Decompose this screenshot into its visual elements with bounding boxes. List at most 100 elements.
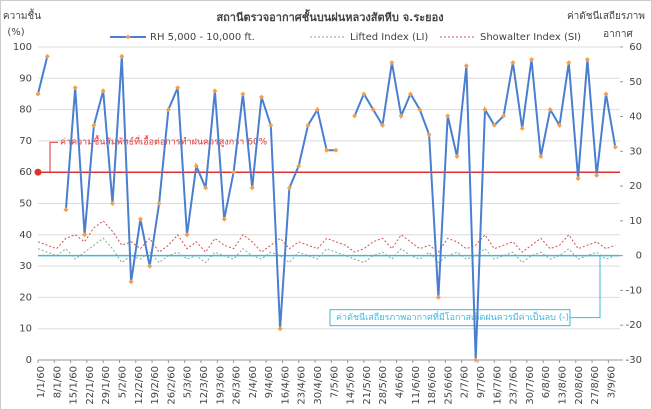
point-marker [333, 147, 339, 153]
point-marker [352, 113, 358, 119]
y-tick-label: 10 [19, 324, 32, 335]
point-marker [612, 144, 618, 150]
point-marker [445, 113, 451, 119]
point-marker [519, 125, 525, 131]
y2-tick-label: 30 [629, 146, 642, 157]
point-marker [100, 88, 106, 94]
point-marker [296, 163, 302, 169]
point-marker [454, 154, 460, 160]
point-marker [286, 185, 292, 191]
point-marker [417, 107, 423, 113]
point-marker [556, 122, 562, 128]
annotation: ค่าดัชนีเสถียรภาพอากาศที่มีโอกาสเกิดฝนคว… [336, 310, 569, 323]
y2-tick-label: -20 [626, 320, 642, 331]
point-marker [305, 122, 311, 128]
point-marker [603, 91, 609, 97]
x-tick-label: 1/1/60 [36, 366, 47, 398]
point-marker [156, 201, 162, 206]
point-marker [240, 91, 246, 97]
point-marker [538, 154, 544, 160]
point-marker [361, 91, 367, 97]
x-tick-label: 14/5/60 [346, 366, 357, 405]
point-marker [398, 113, 404, 119]
x-tick-label: 2/7/60 [460, 366, 471, 398]
legend-marker [125, 34, 131, 40]
point-marker [547, 107, 553, 113]
point-marker [491, 122, 497, 128]
x-tick-label: 21/5/60 [362, 366, 373, 405]
y2-axis-label: อากาศ [603, 29, 633, 40]
x-tick-label: 6/8/60 [541, 366, 552, 398]
point-marker [566, 60, 572, 66]
point-marker [147, 263, 153, 269]
x-tick-label: 15/1/60 [69, 366, 80, 405]
x-tick-label: 7/5/60 [329, 366, 340, 398]
x-tick-label: 13/8/60 [557, 366, 568, 405]
point-marker [212, 88, 218, 94]
annotation-connector [568, 255, 601, 319]
x-tick-label: 8/1/60 [52, 366, 63, 398]
legend-label: RH 5,000 - 10,000 ft. [150, 32, 255, 43]
series-line [37, 220, 616, 254]
y2-tick-label: 0 [636, 251, 642, 262]
x-tick-label: 9/7/60 [476, 366, 487, 398]
point-marker [426, 132, 432, 138]
y-tick-label: 90 [19, 73, 32, 84]
annotation-connector [49, 141, 58, 173]
legend-label: Lifted Index (LI) [350, 32, 428, 43]
x-tick-label: 9/4/60 [264, 366, 275, 398]
point-marker [165, 107, 171, 113]
point-marker [63, 207, 69, 213]
point-marker [193, 163, 199, 169]
x-tick-label: 23/4/60 [297, 366, 308, 405]
x-tick-label: 18/6/60 [427, 366, 438, 405]
x-tick-label: 12/2/60 [134, 366, 145, 405]
y2-axis-label: ค่าดัชนีเสถียรภาพ [567, 10, 645, 22]
point-marker [249, 185, 255, 191]
point-marker [184, 232, 190, 238]
y2-tick-label: 40 [629, 112, 642, 123]
point-marker [380, 122, 386, 128]
x-tick-label: 5/2/60 [117, 366, 128, 398]
point-marker [221, 216, 227, 222]
point-marker [175, 85, 181, 91]
y-tick-label: 0 [26, 355, 32, 366]
point-marker [203, 185, 209, 191]
point-marker [109, 201, 115, 206]
y-tick-label: 70 [19, 136, 32, 147]
x-tick-label: 27/8/60 [590, 366, 601, 405]
point-marker [594, 172, 600, 178]
legend-label: Showalter Index (SI) [480, 32, 581, 43]
y-tick-label: 80 [19, 105, 32, 116]
point-marker [314, 107, 320, 113]
x-tick-label: 16/4/60 [280, 366, 291, 405]
point-marker [137, 216, 143, 222]
point-marker [407, 91, 413, 97]
x-tick-label: 26/3/60 [232, 366, 243, 405]
x-tick-label: 5/3/60 [183, 366, 194, 398]
x-tick-label: 22/1/60 [85, 366, 96, 405]
point-marker [119, 53, 125, 59]
y2-tick-label: -10 [626, 285, 642, 296]
x-tick-label: 3/9/60 [606, 366, 617, 398]
y2-tick-label: 20 [629, 181, 642, 192]
point-marker [82, 232, 88, 238]
y2-tick-label: 60 [629, 42, 642, 53]
x-tick-label: 16/7/60 [492, 366, 503, 405]
x-tick-label: 19/2/60 [150, 366, 161, 405]
point-marker [72, 85, 78, 91]
point-marker [258, 94, 264, 100]
x-tick-label: 30/7/60 [525, 366, 536, 405]
annotation-box [329, 309, 571, 327]
point-marker [35, 91, 41, 97]
y-tick-label: 50 [19, 199, 32, 210]
point-marker [482, 107, 488, 113]
y-axis-label: ความชื้น [3, 8, 41, 22]
x-tick-label: 30/4/60 [313, 366, 324, 405]
point-marker [268, 122, 274, 128]
x-tick-label: 28/5/60 [378, 366, 389, 405]
x-tick-label: 2/4/60 [248, 366, 259, 398]
chart-title: สถานีตรวจอากาศชั้นบนฝนหลวงสัตหีบ จ.ระยอง [216, 9, 443, 24]
